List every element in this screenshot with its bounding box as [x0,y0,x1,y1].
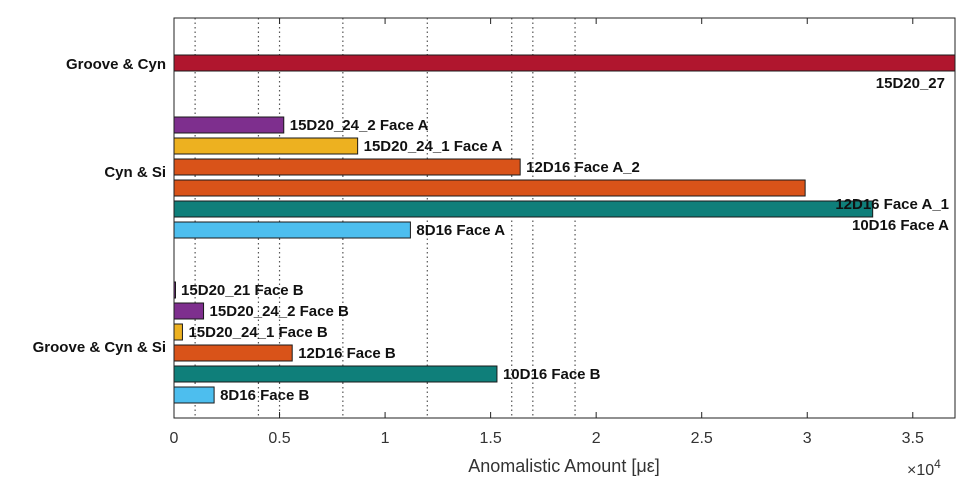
bar [173,200,874,218]
bar-label: 15D20_24_1 Face B [188,324,327,341]
bar [173,54,956,72]
x-tick-label: 3 [803,430,812,447]
bar-label: 15D20_21 Face B [181,282,304,299]
x-axis-ticks: 0 0.5 1 1.5 2 2.5 3 3.5 [170,18,924,447]
bar-label: 15D20_24_2 Face B [210,303,349,320]
x-tick-label: 2.5 [691,430,713,447]
plot-frame [173,17,956,419]
bar-labels: 15D20_27 15D20_24_2 Face A 15D20_24_1 Face… [181,75,949,404]
bar [173,116,285,134]
group-label: Groove & Cyn & Si [33,339,166,356]
x-tick-label: 0.5 [268,430,290,447]
x-axis-multiplier-base: ×10 [907,462,934,479]
bar [173,158,521,176]
bar [173,137,359,155]
group-label: Cyn & Si [104,164,166,181]
bar-label: 8D16 Face A [416,222,505,239]
bar-label: 12D16 Face A_1 [835,196,949,213]
bar [173,365,498,383]
bar-label: 15D20_27 [876,75,945,92]
x-tick-label: 0 [170,430,179,447]
bar-label: 12D16 Face A_2 [526,159,640,176]
plot-area [174,18,955,418]
bar-label: 10D16 Face A [852,217,949,234]
bar [173,344,293,362]
group-label: Groove & Cyn [66,56,166,73]
bar [173,386,215,404]
x-axis-multiplier: ×104 [907,457,941,479]
x-tick-label: 3.5 [902,430,924,447]
bar-label: 15D20_24_2 Face A [290,117,429,134]
bar [173,221,411,239]
x-tick-label: 1 [381,430,390,447]
bar-label: 12D16 Face B [298,345,396,362]
x-axis-title: Anomalistic Amount [με] [468,456,659,476]
bar [173,302,205,320]
bar-label: 15D20_24_1 Face A [364,138,503,155]
group-labels: Groove & Cyn Cyn & Si Groove & Cyn & Si [33,56,166,356]
x-axis-multiplier-exponent: 4 [934,457,941,471]
bar-label: 10D16 Face B [503,366,601,383]
bar [173,323,183,341]
bar [173,179,806,197]
bar-label: 8D16 Face B [220,387,309,404]
x-tick-label: 2 [592,430,601,447]
x-tick-label: 1.5 [479,430,501,447]
